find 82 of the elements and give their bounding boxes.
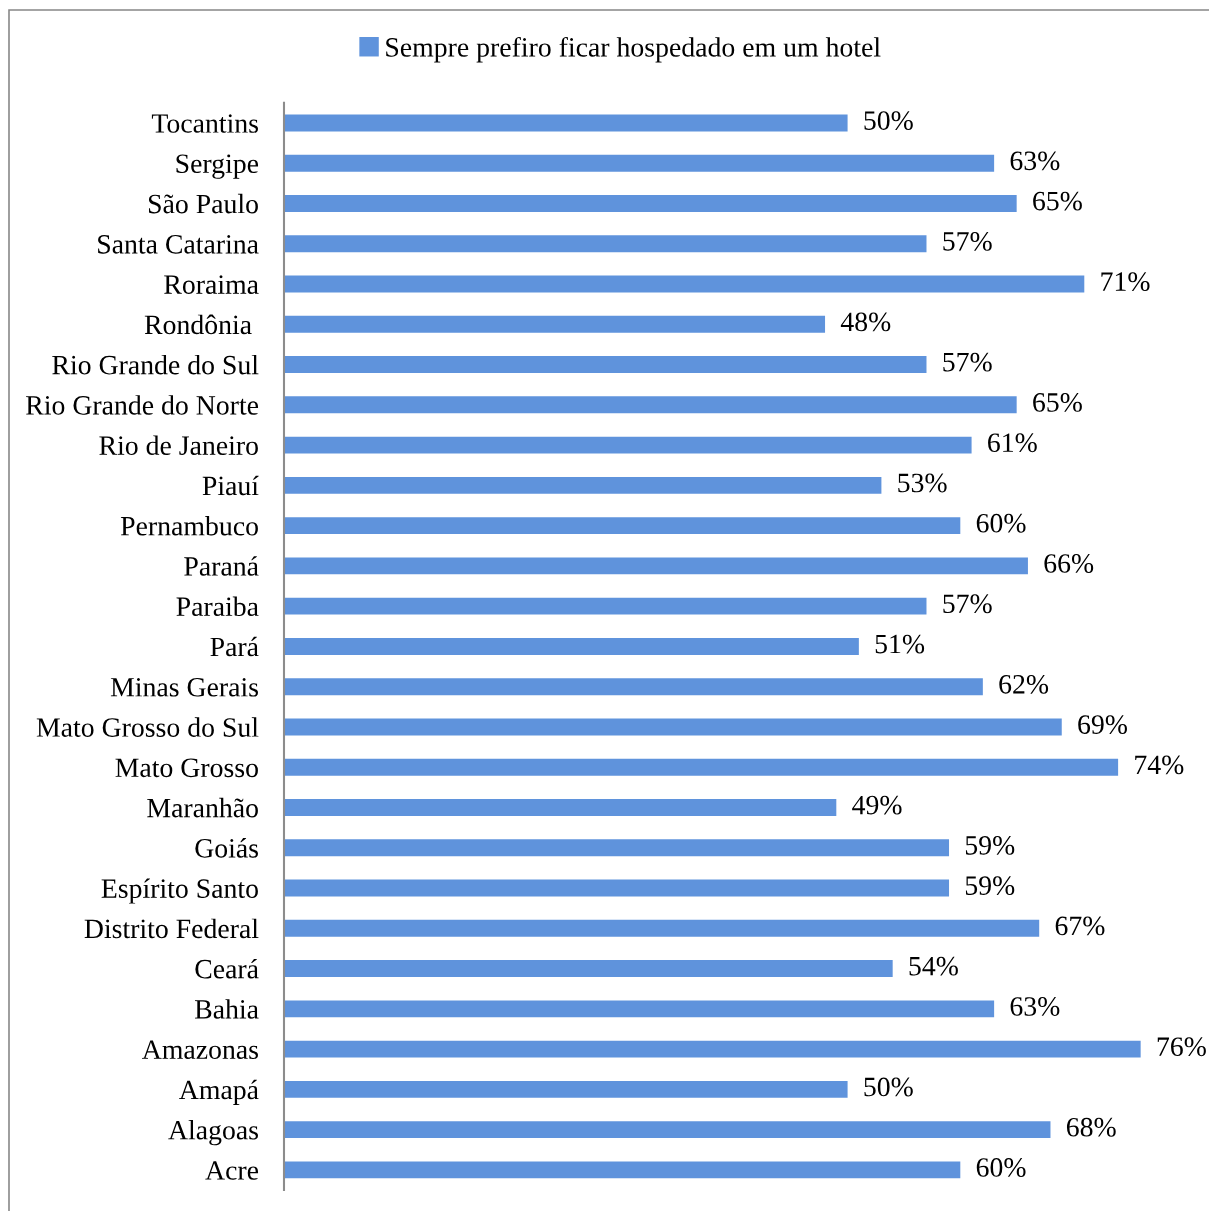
bar [283, 195, 1017, 212]
y-tick-label: Pará [210, 636, 259, 657]
y-tick-label: Distrito Federal [84, 918, 259, 939]
bar [283, 1080, 848, 1098]
data-label: 65% [1033, 393, 1082, 412]
bar [283, 678, 983, 696]
y-tick-label: Bahia [195, 999, 259, 1019]
data-label: 59% [965, 876, 1015, 896]
data-label: 67% [1055, 916, 1105, 936]
bar [283, 597, 927, 615]
y-tick-label: Ceará [195, 958, 259, 979]
data-label: 57% [943, 352, 992, 372]
y-tick-label: Minas Gerais [110, 677, 258, 697]
data-label: 69% [1078, 715, 1127, 735]
bar [283, 436, 972, 454]
y-tick-label: São Paulo [148, 193, 258, 214]
data-label: 60% [976, 1158, 1026, 1177]
bar [283, 235, 927, 253]
legend-label: Sempre prefiro ficar hospedado em um hotel [386, 36, 881, 63]
data-label: 60% [976, 513, 1026, 533]
y-tick-label: Maranhão [147, 797, 258, 818]
y-tick-label: Tocantins [151, 114, 258, 133]
bar [283, 1000, 995, 1018]
data-label: 63% [1010, 997, 1060, 1016]
data-label: 59% [965, 835, 1015, 855]
bar [283, 879, 950, 897]
data-label: 48% [840, 312, 891, 332]
y-tick-label: Amazonas [142, 1040, 258, 1060]
y-tick-label: Rio de Janeiro [99, 435, 258, 455]
y-tick-label: Amapá [179, 1079, 259, 1105]
bar [283, 476, 882, 494]
data-label: 76% [1157, 1037, 1206, 1057]
y-tick-label: Rio Grande do Sul [52, 354, 259, 375]
data-label: 63% [1010, 151, 1060, 171]
y-tick-label: Goiás [195, 838, 258, 858]
data-label: 62% [999, 674, 1049, 694]
bar [283, 1040, 1141, 1058]
bar [283, 799, 837, 816]
data-label: 71% [1101, 272, 1150, 292]
y-tick-label: Pernambuco [120, 515, 258, 536]
y-tick-label: Roraima [164, 275, 259, 294]
data-label: 57% [943, 594, 992, 614]
data-label: 57% [943, 231, 992, 251]
data-label: 49% [852, 795, 902, 815]
y-tick-label: Paraná [184, 556, 259, 576]
data-label: 50% [864, 111, 913, 130]
bar [283, 396, 1017, 414]
bar [283, 718, 1062, 736]
y-tick-label: Paraiba [176, 596, 259, 617]
y-tick-label: Santa Catarina [98, 235, 259, 254]
bar [283, 557, 1028, 575]
bar [283, 114, 848, 132]
data-label: 66% [1044, 554, 1094, 573]
y-tick-label: Piauí [202, 475, 259, 496]
bar [283, 275, 1085, 293]
data-label: 61% [988, 433, 1037, 453]
y-tick-label: Sergipe [176, 154, 259, 179]
data-label: 54% [909, 956, 958, 976]
y-tick-label: Mato Grosso [115, 758, 258, 778]
data-label: 53% [898, 473, 947, 493]
bar [283, 919, 1040, 937]
y-tick-label: Rondônia [144, 314, 252, 335]
bar [283, 517, 961, 535]
bar [283, 637, 859, 655]
bar [283, 1121, 1051, 1139]
bar [283, 960, 893, 978]
y-tick-label: Acre [205, 1161, 259, 1180]
bar [283, 839, 950, 857]
y-tick-label: Espírito Santo [101, 878, 258, 904]
y-tick-label: Alagoas [168, 1120, 258, 1146]
bar [283, 1161, 961, 1179]
y-tick-label: Rio Grande do Norte [26, 395, 259, 415]
bar [283, 315, 826, 333]
data-label: 50% [864, 1077, 913, 1097]
y-tick-label: Mato Grosso do Sul [36, 717, 259, 737]
data-label: 68% [1066, 1117, 1116, 1137]
data-label: 51% [875, 634, 925, 654]
bar [283, 356, 927, 374]
data-label: 74% [1135, 755, 1184, 775]
bar [283, 154, 995, 172]
data-label: 65% [1033, 191, 1082, 211]
bar [283, 758, 1119, 776]
